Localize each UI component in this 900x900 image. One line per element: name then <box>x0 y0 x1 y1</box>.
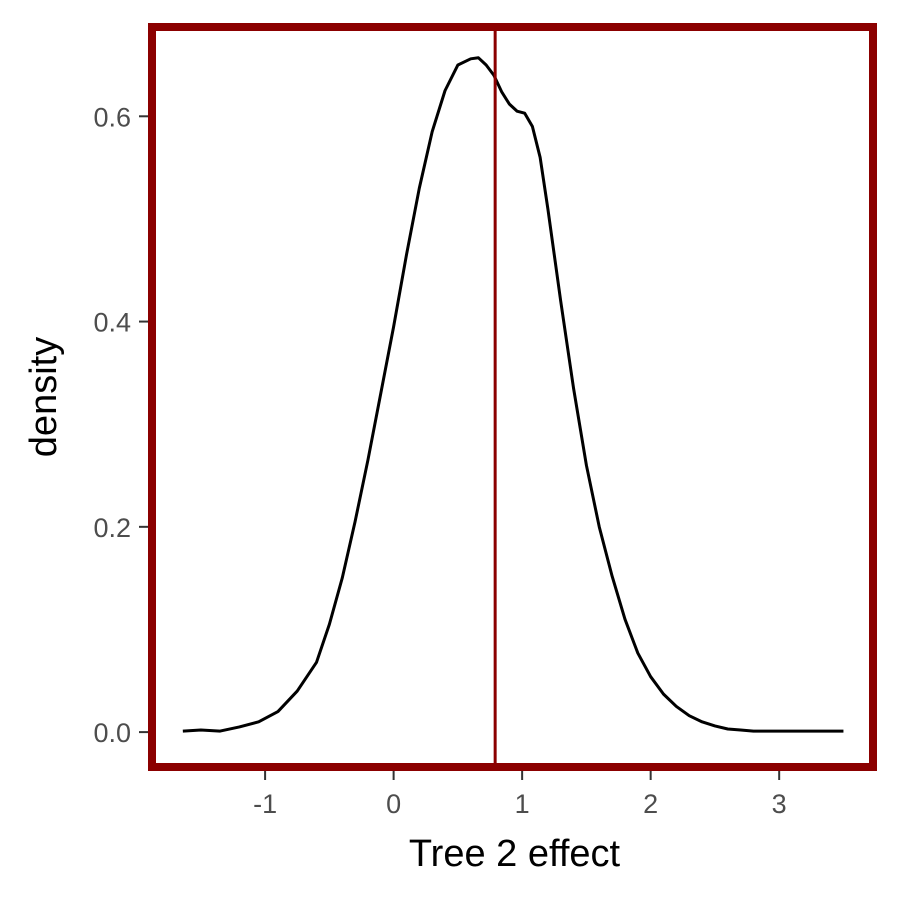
x-tick-label: 0 <box>386 789 401 819</box>
panel-border <box>148 23 877 771</box>
x-axis: -1 0 1 2 3 <box>253 771 787 819</box>
y-tick-label: 0.2 <box>93 513 131 543</box>
x-tick-label: -1 <box>253 789 277 819</box>
x-axis-title: Tree 2 effect <box>409 833 621 875</box>
y-tick-label: 0.0 <box>93 718 131 748</box>
y-axis-title: density <box>23 337 65 457</box>
y-tick-label: 0.6 <box>93 102 131 132</box>
y-tick-label: 0.4 <box>93 308 131 338</box>
x-tick-label: 3 <box>772 789 787 819</box>
density-curve <box>182 56 844 733</box>
x-tick-label: 1 <box>515 789 530 819</box>
y-axis: 0.0 0.2 0.4 0.6 <box>93 102 148 748</box>
x-tick-label: 2 <box>643 789 658 819</box>
